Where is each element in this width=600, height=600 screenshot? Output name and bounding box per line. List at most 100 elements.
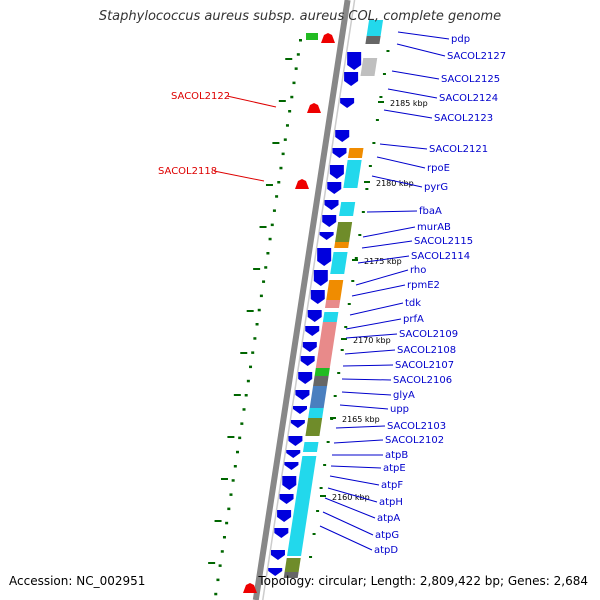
marker-label: SACOL2118 <box>158 166 217 177</box>
tick-dot <box>290 95 294 99</box>
backbone-line <box>252 0 351 600</box>
forward-gene-arrow <box>305 326 320 336</box>
reverse-gene-block <box>330 252 348 274</box>
tick-dot <box>333 395 337 397</box>
leader-line <box>342 364 394 367</box>
reverse-gene-block <box>322 312 339 322</box>
forward-gene-arrow <box>302 342 317 352</box>
forward-gene-arrow <box>332 148 347 158</box>
forward-gene-arrow <box>340 98 355 108</box>
tick-dot <box>220 550 224 553</box>
gene-label: atpF <box>381 480 403 491</box>
tick-dot <box>340 349 344 351</box>
tick-dot <box>326 441 330 443</box>
reverse-gene-block <box>339 202 356 216</box>
forward-gene-arrow <box>282 476 297 490</box>
tick-dot <box>233 465 237 468</box>
tick-dot <box>299 39 302 42</box>
map-title: Staphylococcus aureus subsp. aureus COL,… <box>98 9 502 24</box>
leader-line <box>330 465 382 469</box>
gene-label: atpA <box>377 513 400 524</box>
tick-dash <box>285 58 293 60</box>
gene-label: SACOL2123 <box>434 113 493 124</box>
leader-line <box>333 439 384 444</box>
gene-label: atpE <box>383 463 406 474</box>
leader-line <box>379 143 428 150</box>
tick-dot <box>354 257 358 259</box>
tick-dot <box>288 110 292 113</box>
tick-dot <box>386 50 390 52</box>
tick-dot <box>249 365 253 369</box>
reverse-gene-block <box>326 280 344 300</box>
forward-gene-arrow <box>344 72 359 86</box>
kbp-label: 2160 kbp <box>332 493 370 502</box>
forward-gene-arrow <box>335 130 350 142</box>
tick-dot <box>229 493 233 496</box>
gene-label: pyrG <box>424 182 448 193</box>
kbp-label: 2180 kbp <box>376 179 414 188</box>
tick-dash <box>259 226 267 228</box>
reverse-gene-block <box>347 148 364 158</box>
leader-line <box>322 511 374 536</box>
tick-dot <box>253 337 257 340</box>
tick-dot <box>312 533 316 535</box>
tick-dot <box>382 73 386 75</box>
tick-dot <box>285 124 289 127</box>
gene-label: SACOL2107 <box>395 360 454 371</box>
kbp-tick <box>378 101 384 103</box>
kbp-label: 2175 kbp <box>364 257 402 266</box>
leader-line <box>319 525 373 551</box>
reverse-gene-block <box>309 386 328 408</box>
tick-dash <box>253 268 261 270</box>
kbp-scale: 2185 kbp 2180 kbp 2175 kbp 2170 kbp 2165 kbp… <box>320 99 428 502</box>
tick-dot <box>218 564 222 567</box>
backbone-inner-line <box>262 0 356 600</box>
tick-dot <box>279 166 283 170</box>
tick-dot <box>266 252 270 255</box>
reverse-gene-block <box>360 58 378 76</box>
reverse-gene-block <box>305 418 323 436</box>
gene-label: SACOL2115 <box>414 236 473 247</box>
gene-label: atpG <box>375 530 399 541</box>
forward-gene-arrow <box>279 494 294 504</box>
tick-dot <box>238 436 242 440</box>
kbp-tick <box>341 338 347 340</box>
kbp-label: 2185 kbp <box>390 99 428 108</box>
forward-gene-arrow <box>290 420 305 428</box>
kbp-tick <box>320 495 326 497</box>
gene-label: rpoE <box>427 163 450 174</box>
tick-dot <box>231 479 235 482</box>
tick-dot <box>337 372 341 374</box>
gene-label: glyA <box>393 390 415 401</box>
leader-line <box>335 425 386 429</box>
forward-gene-arrow <box>313 270 328 286</box>
tick-dot <box>358 234 362 236</box>
gene-label: SACOL2127 <box>447 51 506 62</box>
forward-gene-arrow <box>274 528 289 538</box>
gene-label: SACOL2124 <box>439 93 498 104</box>
leader-line <box>329 475 380 486</box>
reverse-gene-block <box>334 242 350 248</box>
kbp-tick <box>364 181 370 183</box>
tick-dash <box>265 184 273 186</box>
tick-dot <box>372 142 376 144</box>
tick-dot <box>375 119 379 121</box>
forward-gene-arrow <box>324 200 339 210</box>
tick-dot <box>244 394 248 397</box>
gene-label: atpD <box>374 545 398 556</box>
tick-dot <box>368 165 372 167</box>
tick-dash <box>246 310 254 312</box>
tick-dot <box>235 450 239 454</box>
leader-line <box>341 391 392 396</box>
leader-line <box>383 109 433 119</box>
forward-gene-arrow <box>310 290 325 304</box>
gene-label: pdp <box>451 34 470 45</box>
leader-line <box>349 302 404 316</box>
reverse-gene-block <box>284 558 301 572</box>
tick-dash <box>272 142 280 144</box>
gene-label: prfA <box>403 314 424 325</box>
gene-label: SACOL2109 <box>399 329 458 340</box>
leader-line <box>355 269 409 286</box>
topology-text: Topology: circular; Length: 2,809,422 bp… <box>258 574 588 588</box>
